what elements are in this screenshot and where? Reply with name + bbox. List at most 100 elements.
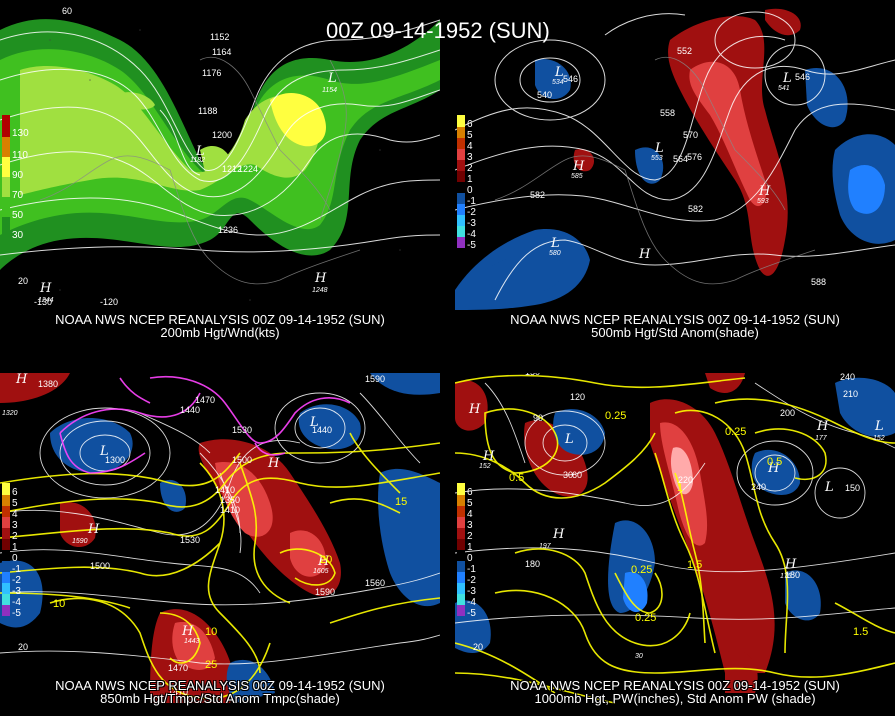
legend-swatch [457,171,465,182]
panel-1000mb: 150 120 90 60 30 180 210 240 200 150 240… [455,373,895,716]
legend-swatch [2,550,10,561]
height-label: 1212 [222,164,242,174]
height-label: 1244 [38,297,54,304]
panel-caption-line2: 500mb Hgt/Std Anom(shade) [591,325,759,340]
legend-swatch [2,483,10,495]
legend-label: 4 [12,509,18,520]
height-label: 546 [563,74,578,84]
low-pressure-symbol: L [327,71,337,86]
height-label: 152 [873,435,885,442]
height-label: 30 [563,470,573,480]
high-pressure-symbol: H [39,281,52,296]
legend-label: -2 [467,207,476,218]
pw-label: 1 [677,482,683,494]
legend-swatch [457,127,465,138]
legend-label: 30 [12,230,24,241]
height-label: 593 [757,198,769,205]
legend-label: -1 [467,564,476,575]
height-label: 90 [533,413,543,423]
legend-swatch [457,561,465,572]
longitude-label: -120 [100,297,118,307]
legend-label: -5 [12,608,21,619]
legend-label: -1 [12,564,21,575]
height-label: 1410 [215,485,235,495]
low-pressure-symbol: L [824,480,834,495]
legend-swatch [2,517,10,528]
legend-label: 4 [467,141,473,152]
high-pressure-symbol: H [181,624,194,639]
legend-label: -4 [12,597,21,608]
legend-label: -3 [467,586,476,597]
legend-label: 3 [467,152,473,163]
legend-swatch [457,115,465,127]
legend-label: 1 [12,542,18,553]
height-label: 180 [785,570,800,580]
temperature-label: 20 [320,554,332,566]
latitude-label: 60 [62,6,72,16]
height-label: 30 [635,653,643,660]
height-label: 1154 [322,87,337,94]
legend-swatch [2,539,10,550]
panel-caption-line1: NOAA NWS NCEP REANALYSIS 00Z 09-14-1952 … [55,312,385,327]
height-label: 582 [688,204,703,214]
legend-label: 0 [12,553,18,564]
pw-label: 0.5 [509,472,524,484]
height-label: 1500 [90,561,110,571]
temperature-label: 15 [395,496,407,508]
legend-swatch [457,193,465,204]
height-label: 220 [678,475,693,485]
low-pressure-symbol: L [309,415,319,430]
high-pressure-symbol: H [314,271,327,286]
legend-swatch [2,157,10,177]
height-label: 588 [811,277,826,287]
height-label: 540 [537,90,552,100]
legend-swatch [457,539,465,550]
high-pressure-symbol: H [87,522,100,537]
panel-caption-line2: 200mb Hgt/Wnd(kts) [160,325,280,340]
height-label: 150 [845,483,860,493]
height-label: 541 [778,85,790,92]
low-pressure-symbol: L [554,65,564,80]
legend-swatch [2,506,10,517]
pw-label: 0.25 [631,564,652,576]
main-title: 00Z 09-14-1952 (SUN) [326,18,550,43]
legend-swatch [2,561,10,572]
height-label: 1410 [220,505,240,515]
legend-swatch [2,495,10,506]
height-label: 1182 [190,157,205,164]
pw-label: 0.25 [635,612,656,624]
legend-label: -4 [467,229,476,240]
height-label: 1350 [220,495,240,505]
height-label: 553 [651,155,663,162]
height-label: 1300 [105,455,125,465]
low-pressure-symbol: L [874,419,884,434]
height-label: 197 [539,543,552,550]
legend-label: 0 [467,553,473,564]
height-label: 1605 [313,568,329,575]
legend-label: -3 [12,586,21,597]
height-label: 1164 [212,47,231,57]
height-label: 1443 [184,638,200,645]
height-label: 546 [795,72,810,82]
height-label: 1470 [168,687,188,697]
pw-label: 0.25 [725,426,746,438]
height-label: 150 [525,373,540,377]
height-label: 576 [687,152,702,162]
high-pressure-symbol: H [638,247,651,262]
height-label: 1440 [312,425,332,435]
legend-label: 110 [12,150,28,161]
height-label: 177 [815,435,828,442]
legend-label: 50 [12,210,24,221]
low-pressure-symbol: L [195,144,205,159]
height-label: 1470 [195,395,215,405]
height-label: 1560 [365,578,385,588]
height-label: 1590 [72,538,88,545]
height-label: 1188 [198,106,217,116]
height-label: 1530 [180,535,200,545]
legend-swatch [457,182,465,193]
high-pressure-symbol: H [784,557,797,572]
legend-label: 5 [467,130,473,141]
latitude-label: 20 [473,642,483,652]
height-label: 210 [843,389,858,399]
high-pressure-symbol: H [552,527,565,542]
